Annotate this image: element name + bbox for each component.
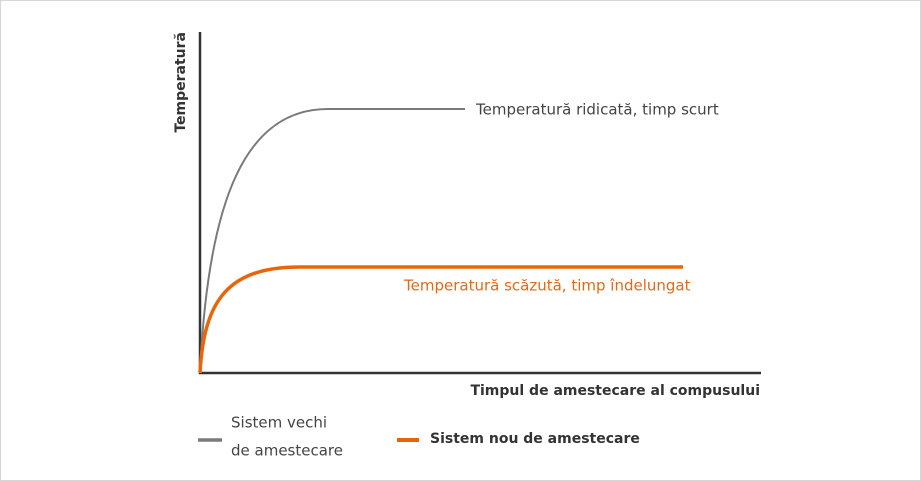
old-curve-label: Temperatură ridicată, timp scurt [475, 101, 719, 119]
old-curve [199, 108, 465, 374]
x-axis-label: Timpul de amestecare al compusului [470, 383, 760, 399]
legend-label-old: Sistem vechi [231, 414, 327, 432]
new-curve [198, 265, 683, 374]
y-axis-label: Temperatură [173, 32, 189, 133]
legend-label-new: Sistem nou de amestecare [430, 431, 640, 447]
new-curve-label: Temperatură scăzută, timp îndelungat [403, 277, 691, 295]
legend-label-old: de amestecare [231, 442, 343, 460]
